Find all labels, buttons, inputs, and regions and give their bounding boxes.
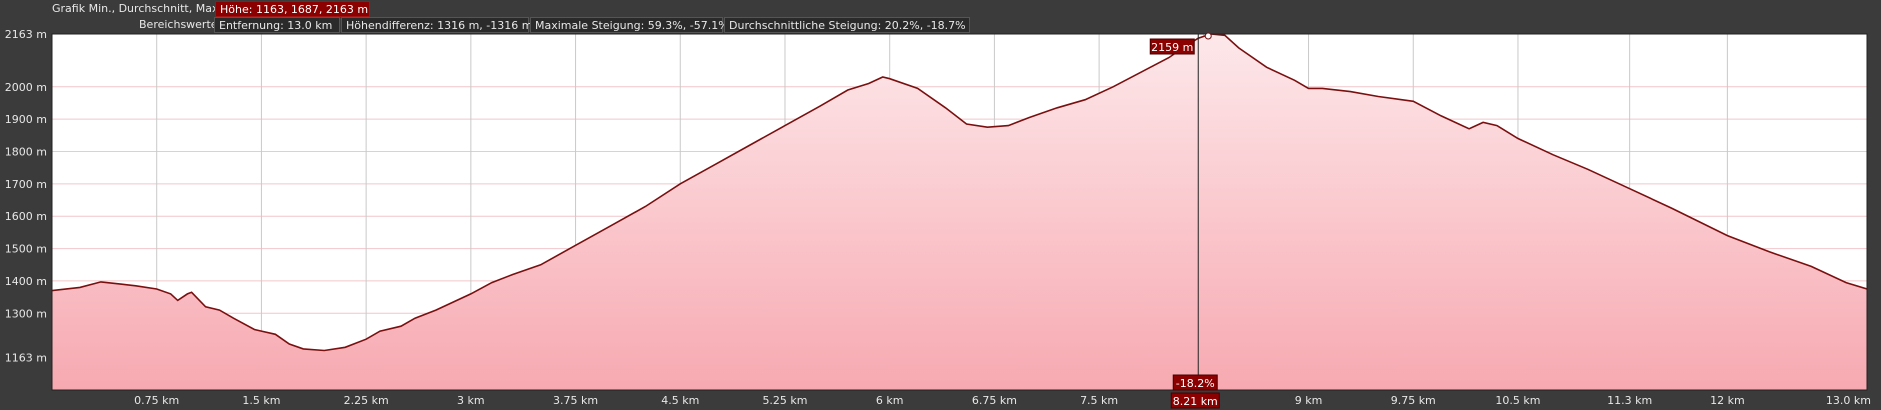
y-tick-label: 2000 m — [5, 81, 47, 94]
x-tick-label: 2.25 km — [344, 394, 389, 407]
marker-elevation-label-box — [1149, 38, 1195, 55]
marker-slope-label-box — [1172, 374, 1218, 391]
x-tick-label: 11.3 km — [1607, 394, 1652, 407]
plot-border — [51, 33, 1868, 391]
x-tick-label: 3.75 km — [553, 394, 598, 407]
x-tick-label: 9.75 km — [1391, 394, 1436, 407]
y-tick-label: 1700 m — [5, 178, 47, 191]
x-tick-label: 9 km — [1295, 394, 1323, 407]
elevation-area — [52, 34, 1867, 390]
x-axis-ticks: 0.75 km 1.5 km 2.25 km 3 km 3.75 km 4.5 km 5.2… — [134, 394, 1871, 407]
cursor-point — [1204, 32, 1212, 40]
distance-box: Entfernung: 13.0 km — [214, 17, 340, 33]
y-tick-label: 1300 m — [5, 307, 47, 320]
y-axis-ticks: 1163 m 1300 m 1400 m 1500 m 1600 m 1700 m 1800… — [5, 28, 47, 365]
marker-elevation-label: 2159 m — [1151, 41, 1193, 54]
avg-slope-box: Durchschnittliche Steigung: 20.2%, -18.7… — [724, 17, 970, 33]
y-tick-label: 1900 m — [5, 113, 47, 126]
x-tick-label: 6 km — [876, 394, 904, 407]
y-tick-label: 1800 m — [5, 145, 47, 158]
elevation-difference-box: Höhendifferenz: 1316 m, -1316 m — [341, 17, 532, 33]
x-tick-label: 10.5 km — [1495, 394, 1540, 407]
y-tick-label: 1163 m — [5, 352, 47, 365]
marker-distance-label-box — [1170, 392, 1220, 409]
x-tick-label: 12 km — [1710, 394, 1745, 407]
range-values-label: Bereichswerte — [139, 18, 218, 31]
y-tick-label: 1400 m — [5, 275, 47, 288]
x-tick-label: 1.5 km — [242, 394, 280, 407]
marker-slope-label: -18.2% — [1176, 377, 1215, 390]
elevation-line — [52, 34, 1867, 352]
y-tick-label: 1500 m — [5, 243, 47, 256]
x-tick-label: 13.0 km — [1826, 394, 1871, 407]
cursor-marker[interactable]: 2159 m -18.2% 8.21 km — [1149, 32, 1220, 409]
x-tick-label: 0.75 km — [134, 394, 179, 407]
x-tick-label: 7.5 km — [1080, 394, 1118, 407]
marker-distance-label: 8.21 km — [1173, 395, 1218, 408]
x-tick-label: 4.5 km — [661, 394, 699, 407]
graph-stats-label: Grafik Min., Durchschnitt, Max — [52, 2, 219, 15]
y-tick-label: 1600 m — [5, 210, 47, 223]
max-slope-box: Maximale Steigung: 59.3%, -57.1% — [530, 17, 729, 33]
x-tick-label: 3 km — [457, 394, 485, 407]
x-tick-label: 5.25 km — [762, 394, 807, 407]
y-tick-label: 2163 m — [5, 28, 47, 41]
x-tick-label: 6.75 km — [972, 394, 1017, 407]
elevation-stats-box: Höhe: 1163, 1687, 2163 m — [215, 1, 370, 17]
